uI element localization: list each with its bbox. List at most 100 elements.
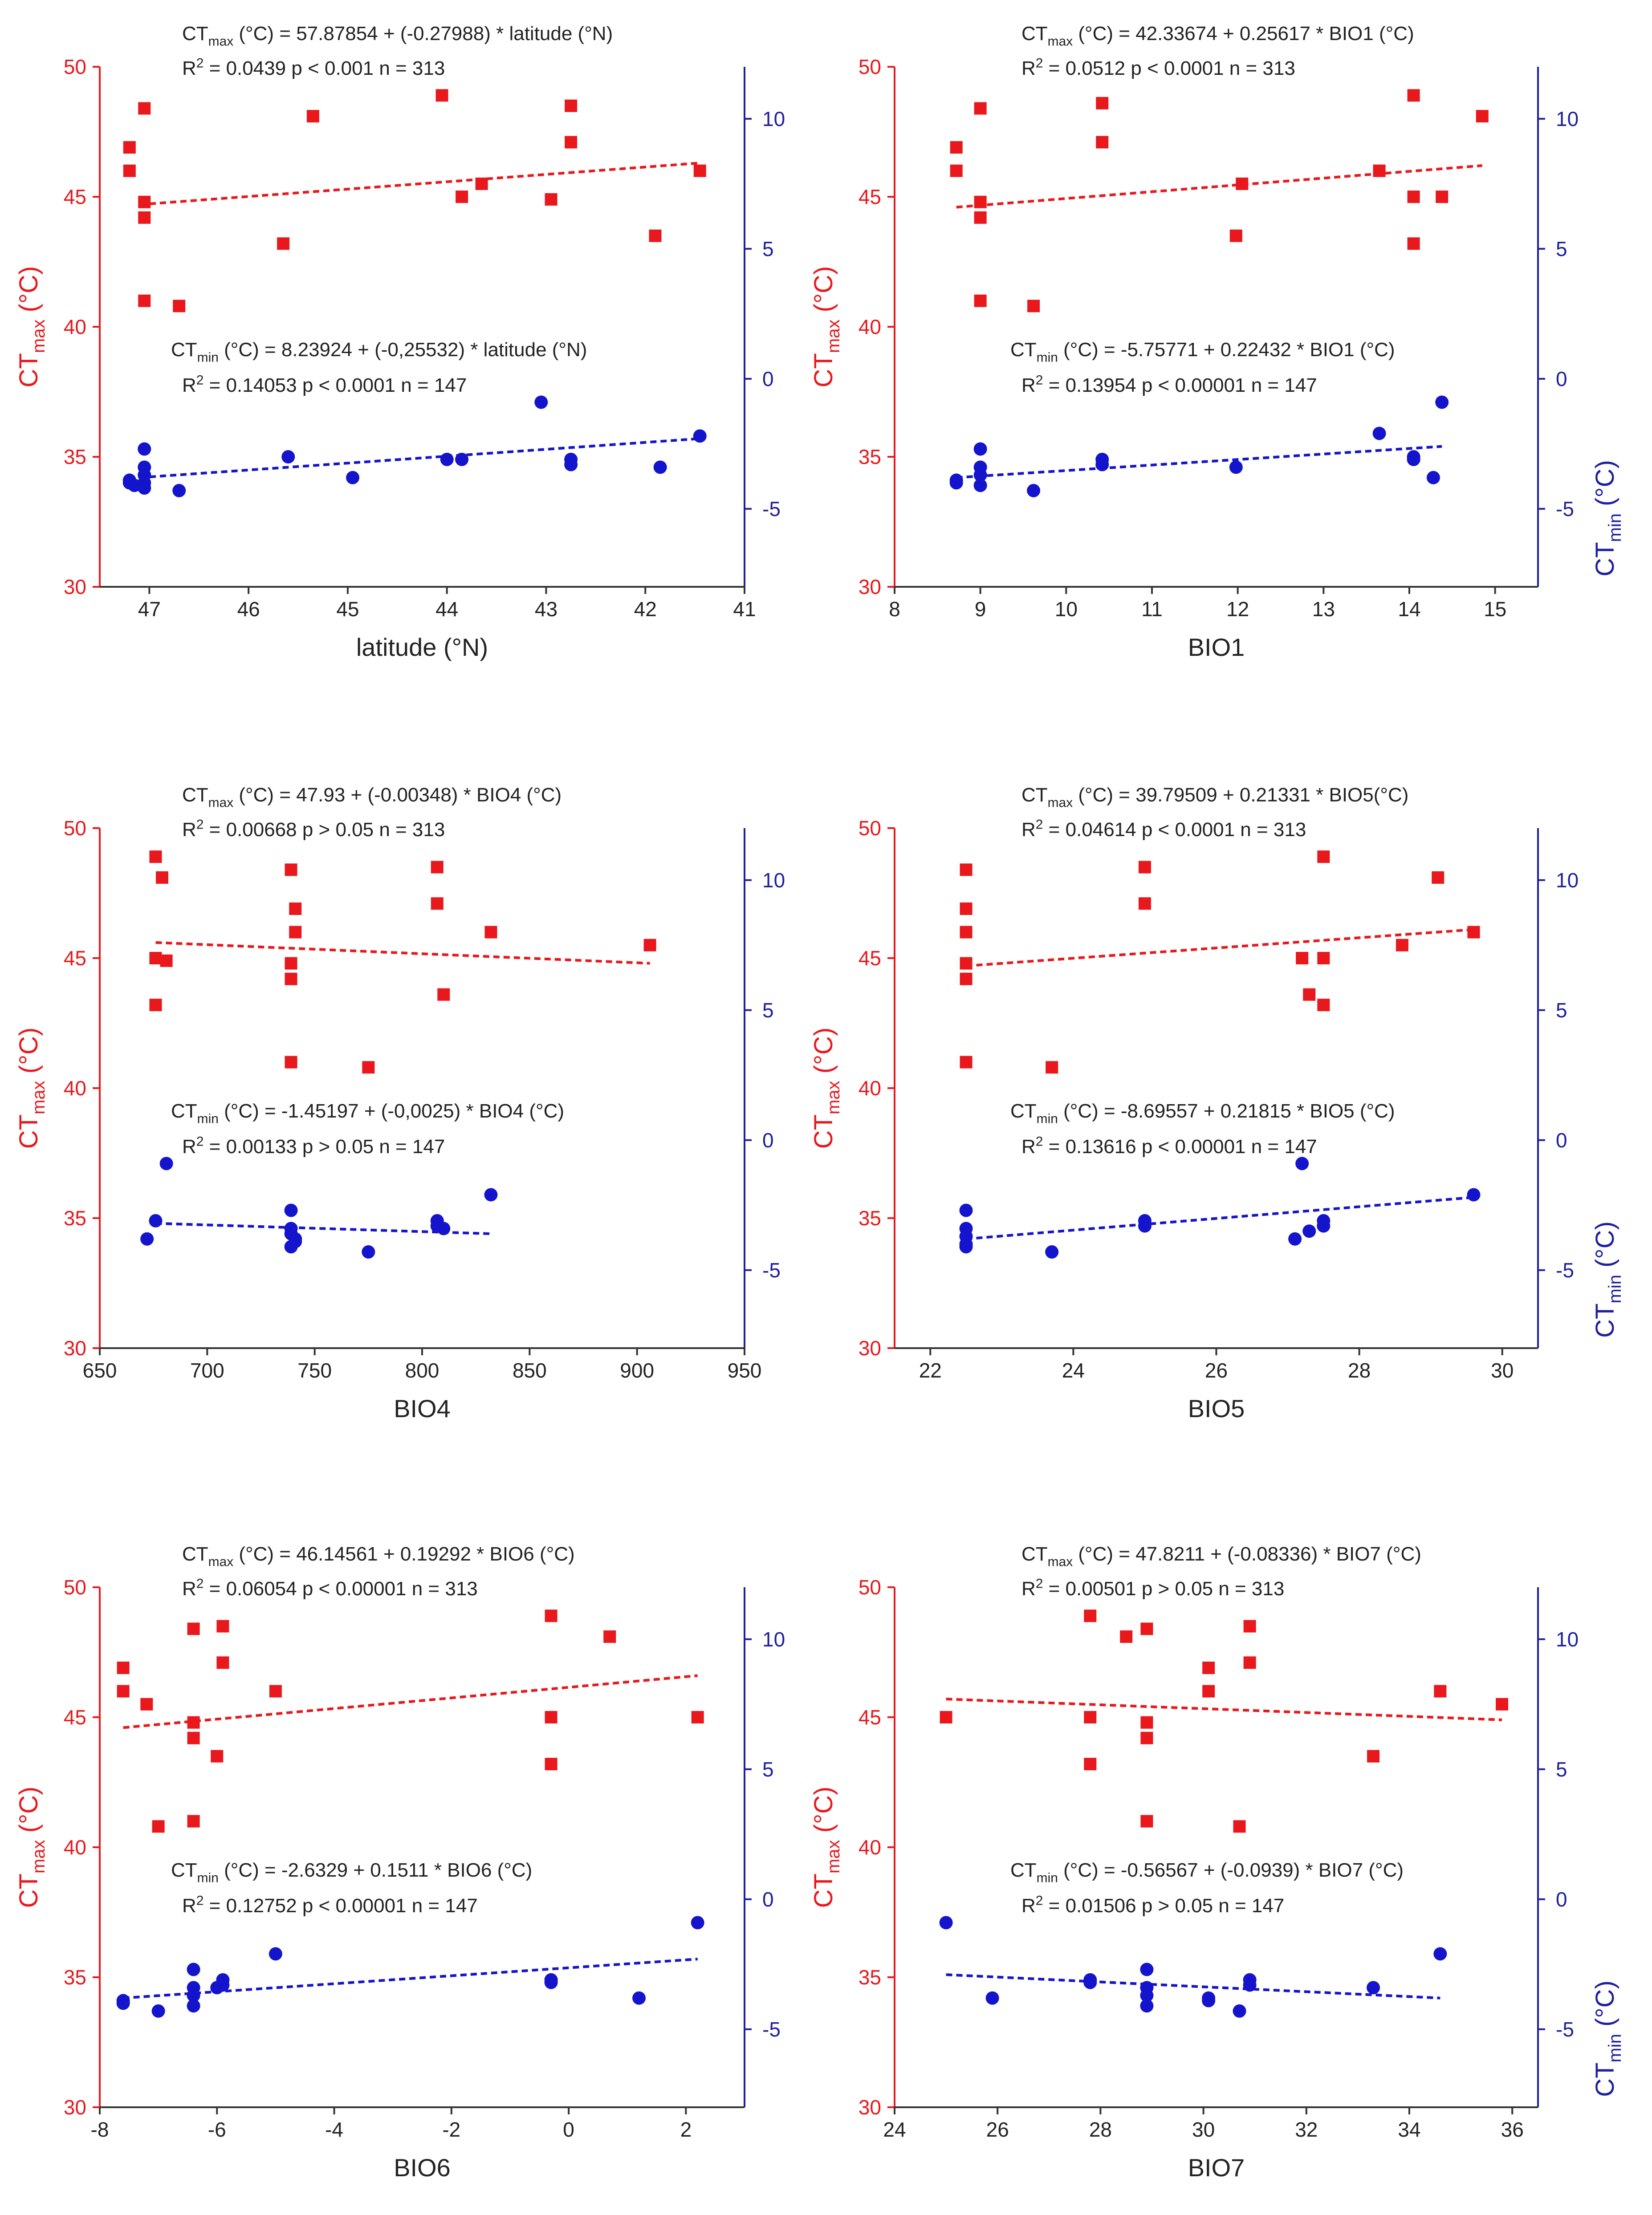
ctmin-point [1027,484,1041,497]
left-tick-label: 45 [859,947,881,970]
ctmax-point [1046,1061,1058,1074]
ctmax-point [1202,1662,1215,1674]
ctmin-equation: CTmin (°C) = -1.45197 + (-0,0025) * BIO4… [171,1100,564,1126]
ctmin-fit-line [139,437,700,479]
ctmax-point [960,863,972,876]
left-tick-label: 30 [64,1337,86,1360]
ctmax-stats-sup: 2 [1036,817,1043,832]
x-tick-label: 8 [889,597,900,621]
ctmin-equation: CTmin (°C) = -0.56567 + (-0.0939) * BIO7… [1010,1859,1404,1885]
ctmax-point [117,1662,130,1674]
ctmax-point [545,1711,557,1723]
ctmin-point [187,1999,200,2013]
ctmax-point [1407,237,1420,250]
ctmin-stats-sup: 2 [1036,1893,1043,1908]
ctmin-stats: R2 = 0.13616 p < 0.00001 n = 147 [1021,1134,1317,1158]
ctmin-point [140,1232,154,1246]
x-tick-label: 11 [1141,597,1163,621]
ctmax-equation-sub: max [1048,34,1073,49]
ctmax-point [475,177,488,190]
left-axis-label-main: CT [809,353,838,387]
x-tick-label: 22 [919,1359,942,1382]
ctmin-point [289,1235,302,1248]
right-tick-label: 0 [1556,1888,1567,1911]
ctmax-point [138,294,151,307]
right-axis-label-sub: min [1605,1275,1625,1303]
ctmax-point [1476,110,1489,122]
x-axis-label: BIO4 [394,1394,451,1422]
ctmin-stats-sup: 2 [1036,373,1043,387]
ctmin-stats: R2 = 0.14053 p < 0.0001 n = 147 [182,373,467,396]
x-tick-label: 12 [1226,597,1249,621]
left-tick-label: 40 [859,1836,881,1859]
ctmin-equation-sub: min [1037,1870,1058,1885]
ctmin-equation-post: (°C) = -0.56567 + (-0.0939) * BIO7 (°C) [1058,1859,1404,1881]
ctmin-point [440,452,454,466]
ctmin-fit-line [946,1973,1440,2000]
ctmin-point [1295,1157,1309,1170]
ctmax-point [1233,1820,1246,1833]
right-tick-label: 10 [1556,1628,1579,1651]
ctmin-point [693,429,707,443]
x-tick-label: -6 [208,2118,226,2141]
right-axis-label: CTmin (°C) [1591,460,1625,577]
ctmax-point [545,193,557,206]
right-axis-label: CTmin (°C) [1591,1221,1625,1338]
left-axis-label: CTmax (°C) [14,266,49,388]
right-tick-label: 0 [762,367,774,390]
x-axis-label: BIO6 [394,2154,451,2182]
ctmax-point [1096,136,1109,149]
ctmin-equation-pre: CT [171,1100,197,1122]
ctmin-point [437,1222,451,1236]
ctmax-point [1407,89,1420,102]
ctmin-stats: R2 = 0.01506 p > 0.05 n = 147 [1021,1893,1284,1917]
ctmax-point [565,136,578,149]
ctmax-point [643,939,656,951]
ctmax-point [1407,191,1420,203]
ctmin-point [959,1203,973,1217]
left-axis-label-main: CT [809,1874,838,1908]
x-tick-label: 36 [1501,2118,1524,2141]
ctmin-point [1433,1947,1447,1961]
ctmax-point [1296,952,1309,964]
ctmax-equation-sub: max [208,795,234,810]
right-tick-label: -5 [1556,2018,1574,2041]
ctmin-point [1467,1188,1481,1202]
ctmin-point [1302,1224,1316,1238]
ctmin-point [362,1245,375,1259]
ctmax-stats: R2 = 0.00668 p > 0.05 n = 313 [182,817,445,841]
x-tick-label: 750 [297,1359,332,1382]
x-tick-label: 14 [1398,597,1420,621]
left-tick-label: 50 [859,817,881,840]
left-tick-label: 30 [64,575,86,598]
right-tick-label: 10 [1556,869,1579,892]
left-axis-label-main: CT [14,1114,43,1149]
ctmin-point [151,2004,165,2018]
left-tick-label: 30 [64,2096,86,2119]
ctmax-point [1317,952,1330,964]
ctmin-point [544,1975,558,1989]
ctmax-point [1229,229,1242,242]
x-tick-label: 800 [405,1359,439,1382]
ctmin-equation-post: (°C) = -8.69557 + 0.21815 * BIO5 (°C) [1058,1100,1395,1122]
ctmin-equation-pre: CT [1010,1859,1037,1881]
ctmax-stats: R2 = 0.00501 p > 0.05 n = 313 [1021,1576,1284,1600]
x-tick-label: 42 [634,597,657,621]
ctmax-fit-line [956,164,1483,209]
ctmin-point [959,1240,973,1254]
ctmax-point [1434,1685,1447,1698]
left-tick-label: 35 [64,1966,86,1989]
x-tick-label: 13 [1312,597,1335,621]
ctmin-point [1140,1999,1154,2013]
ctmax-point [117,1685,130,1698]
x-tick-label: 26 [986,2118,1009,2141]
left-tick-label: 50 [64,55,86,78]
ctmin-stats: R2 = 0.00133 p > 0.05 n = 147 [182,1134,445,1158]
ctmax-equation-post: (°C) = 42.33674 + 0.25617 * BIO1 (°C) [1073,23,1414,45]
ctmin-stats-pre: R [182,1136,196,1158]
ctmax-stats-sup: 2 [1036,56,1043,70]
ctmax-point [960,957,972,970]
ctmax-point [149,952,162,964]
